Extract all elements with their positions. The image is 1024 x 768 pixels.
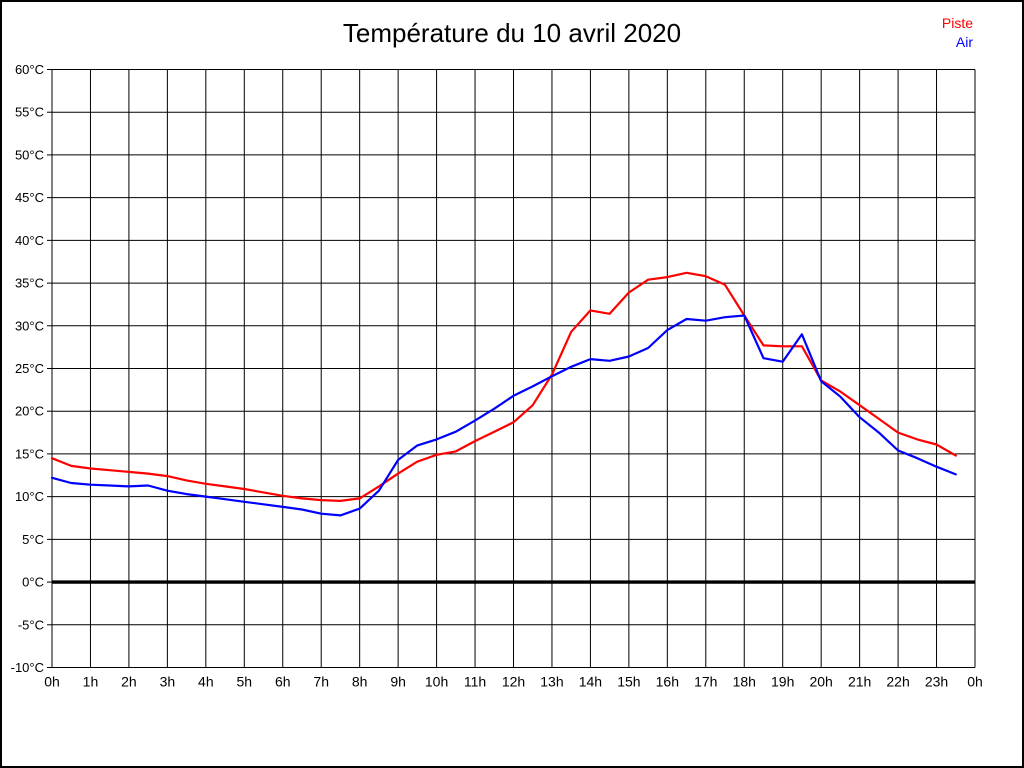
y-tick-label: -10°C [11, 660, 44, 675]
x-tick-label: 4h [198, 674, 214, 690]
x-tick-label: 19h [771, 674, 794, 690]
y-tick-label: 50°C [15, 147, 44, 162]
x-tick-label: 16h [656, 674, 679, 690]
x-tick-label: 5h [237, 674, 253, 690]
y-tick-label: 20°C [15, 404, 44, 419]
y-tick-label: 0°C [22, 575, 44, 590]
x-tick-label: 0h [44, 674, 60, 690]
series-line-piste [50, 271, 957, 502]
chart-title: Température du 10 avril 2020 [342, 18, 682, 48]
x-tick-label: 9h [390, 674, 406, 690]
y-tick-label: 35°C [15, 276, 44, 291]
x-tick-label: 7h [313, 674, 329, 690]
y-tick-label: 25°C [15, 361, 44, 376]
x-tick-label: 10h [425, 674, 448, 690]
y-tick-label: 45°C [15, 190, 44, 205]
x-tick-label: 12h [502, 674, 525, 690]
x-tick-label: 3h [160, 674, 176, 690]
x-tick-label: 8h [352, 674, 368, 690]
legend-item-piste: Piste [941, 15, 973, 31]
x-tick-label: 22h [886, 674, 909, 690]
y-tick-label: -5°C [18, 617, 44, 632]
y-tick-label: 30°C [15, 318, 44, 333]
x-tick-label: 1h [83, 674, 99, 690]
y-tick-label: 5°C [22, 532, 44, 547]
series-line-air [50, 314, 957, 517]
x-tick-label: 20h [809, 674, 832, 690]
y-tick-label: 60°C [15, 62, 44, 77]
y-tick-label: 55°C [15, 105, 44, 120]
x-tick-label: 13h [540, 674, 563, 690]
legend-item-air: Air [955, 34, 973, 50]
y-tick-label: 15°C [15, 446, 44, 461]
x-tick-label: 23h [925, 674, 948, 690]
x-tick-label: 2h [121, 674, 137, 690]
x-tick-label: 14h [579, 674, 602, 690]
x-tick-label: 21h [848, 674, 871, 690]
x-tick-label: 15h [617, 674, 640, 690]
x-tick-label: 18h [733, 674, 756, 690]
x-tick-label: 11h [464, 674, 486, 690]
x-tick-label: 6h [275, 674, 291, 690]
y-tick-label: 40°C [15, 233, 44, 248]
y-tick-label: 10°C [15, 489, 44, 504]
chart-legend: Piste Air [942, 14, 973, 52]
x-tick-label: 17h [694, 674, 717, 690]
x-tick-label: 0h [967, 674, 983, 690]
